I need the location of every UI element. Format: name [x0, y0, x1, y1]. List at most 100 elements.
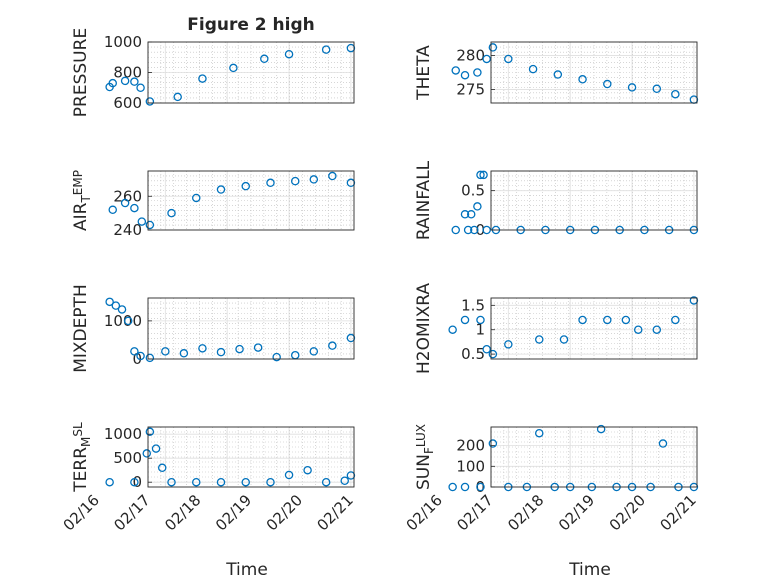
data-point — [488, 349, 498, 359]
data-point — [328, 341, 337, 350]
data-point — [553, 70, 563, 79]
data-point — [145, 220, 155, 230]
data-point — [130, 77, 139, 86]
data-point — [476, 482, 485, 492]
data-point — [303, 465, 312, 475]
data-point — [284, 470, 294, 480]
y-tick-label: 500 — [113, 449, 142, 467]
data-point — [321, 477, 331, 487]
data-point — [321, 45, 331, 54]
data-point — [470, 225, 479, 235]
data-point — [488, 439, 498, 448]
data-point — [463, 225, 473, 235]
data-point — [504, 340, 513, 349]
data-point — [290, 350, 300, 360]
axes-box — [147, 41, 355, 104]
data-point — [603, 315, 612, 325]
data-point — [167, 477, 176, 487]
x-tick-label: 02/16 — [403, 491, 446, 534]
x-tick-label: 02/18 — [504, 491, 547, 534]
data-point — [460, 210, 470, 219]
x-tick-label: 02/17 — [110, 491, 153, 534]
data-point — [346, 178, 356, 188]
data-point — [284, 49, 294, 59]
data-point — [145, 427, 155, 437]
subplot-6: 0.5 1 1.5 H2OMIXRA — [414, 283, 699, 374]
data-point — [123, 316, 133, 326]
data-point — [130, 477, 139, 487]
data-point — [621, 315, 631, 325]
y-tick-label: 800 — [113, 64, 142, 82]
data-point — [216, 185, 226, 194]
y-axis-label: THETA — [414, 45, 434, 101]
data-point — [488, 43, 498, 52]
y-tick-label: 0 — [475, 478, 485, 496]
y-tick-label: 240 — [113, 221, 142, 239]
data-point — [198, 74, 207, 83]
x-tick-label: 02/20 — [606, 491, 649, 534]
data-point — [229, 63, 238, 73]
y-tick-label: 0 — [132, 350, 142, 368]
data-point — [117, 305, 127, 314]
data-point — [137, 217, 147, 226]
data-point — [466, 210, 476, 219]
data-point — [633, 325, 643, 334]
x-axis-label: Time — [225, 560, 268, 580]
data-point — [151, 444, 161, 453]
data-point — [272, 352, 281, 362]
y-axis-label: TERRMSL — [71, 422, 93, 493]
data-point — [145, 353, 155, 363]
data-point — [671, 315, 680, 325]
x-tick-label: 02/19 — [555, 491, 598, 534]
data-point — [476, 170, 485, 180]
x-tick-label: 02/21 — [657, 491, 700, 534]
data-point — [266, 477, 275, 487]
data-point — [108, 78, 117, 88]
data-point — [198, 344, 207, 353]
data-point — [578, 315, 587, 325]
data-point — [309, 175, 319, 184]
data-point — [179, 349, 189, 358]
data-point — [482, 344, 491, 354]
data-point — [266, 178, 275, 188]
data-point — [260, 54, 269, 64]
y-tick-label: 1000 — [104, 425, 142, 443]
data-point — [290, 176, 300, 186]
y-tick-label: 1 — [475, 321, 485, 339]
data-point — [535, 335, 544, 344]
figure-title: Figure 2 high — [187, 15, 315, 35]
data-point — [671, 89, 680, 99]
data-point — [130, 347, 139, 356]
data-point — [216, 477, 226, 487]
data-point — [460, 482, 470, 492]
y-axis-label: MIXDEPTH — [71, 284, 91, 373]
axes-box — [490, 41, 698, 104]
data-point — [460, 70, 470, 80]
data-point — [603, 79, 612, 89]
x-tick-label: 02/21 — [314, 491, 357, 534]
data-point — [482, 225, 491, 235]
data-point — [136, 351, 145, 361]
data-point — [535, 428, 544, 438]
axes-box — [490, 170, 698, 231]
data-point — [136, 83, 145, 93]
x-tick-label: 02/19 — [212, 491, 255, 534]
y-tick-label: 1000 — [104, 312, 142, 330]
data-point — [346, 43, 356, 53]
data-point — [340, 476, 349, 486]
data-point — [504, 54, 513, 64]
data-point — [328, 171, 337, 181]
data-point — [346, 333, 356, 343]
y-axis-label: H2OMIXRA — [414, 283, 434, 374]
data-point — [528, 64, 538, 74]
data-point — [120, 198, 130, 208]
y-axis-label: SUNFLUX — [414, 424, 436, 490]
data-point — [145, 97, 155, 106]
data-point — [142, 449, 152, 458]
y-tick-label: 0.5 — [461, 182, 485, 200]
data-point — [451, 225, 460, 235]
y-tick-label: 1000 — [104, 33, 142, 51]
